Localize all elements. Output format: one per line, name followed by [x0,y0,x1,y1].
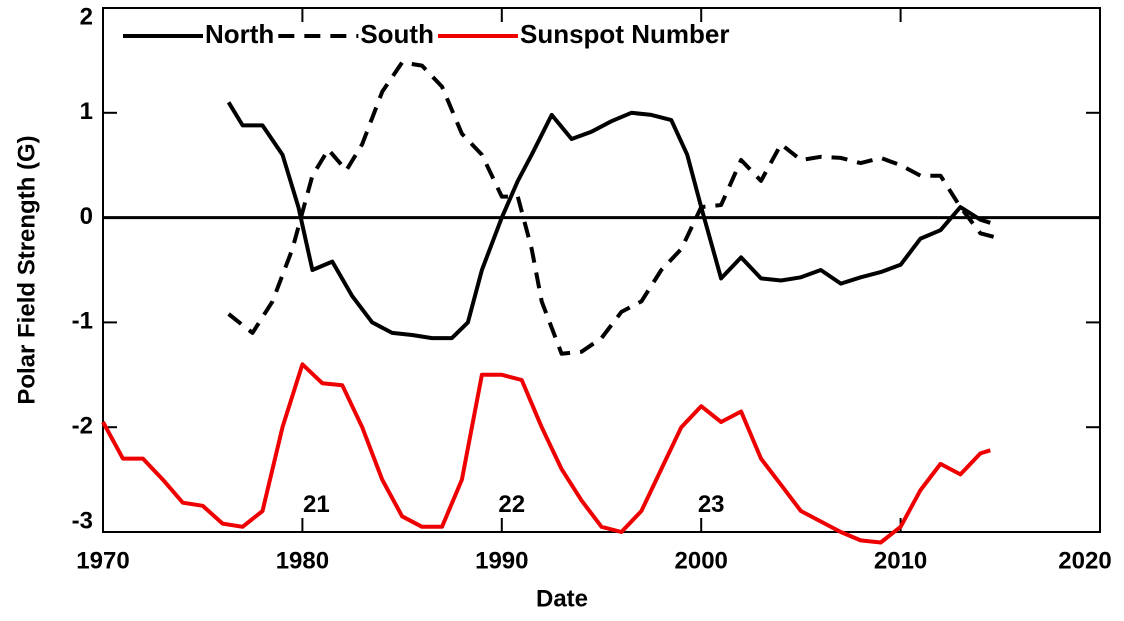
plot-frame [102,7,1101,533]
x-tick-label: 1970 [76,547,129,574]
series-line [227,60,1001,356]
x-tick-label: 2020 [1058,547,1111,574]
series-line [226,101,991,341]
x-tick-label: 2000 [675,547,728,574]
y-tick-label: 2 [80,3,93,30]
x-tick-label: 2010 [874,547,927,574]
x-axis-label: Date [536,585,588,612]
annotation: 21 [303,491,330,518]
y-axis-label: Polar Field Strength (G) [13,135,40,404]
x-tick-label: 1990 [475,547,528,574]
legend-label: Sunspot Number [520,19,729,49]
y-tick-label: -1 [72,308,93,335]
y-tick-label: -3 [72,507,93,534]
y-tick-label: 0 [80,203,93,230]
y-tick-label: -2 [72,413,93,440]
annotation: 22 [498,491,525,518]
legend-label: North [205,19,274,49]
legend-label: South [360,19,434,49]
x-tick-label: 1980 [276,547,329,574]
series-line [101,362,991,545]
y-tick-label: 1 [80,98,93,125]
annotation: 23 [698,491,725,518]
